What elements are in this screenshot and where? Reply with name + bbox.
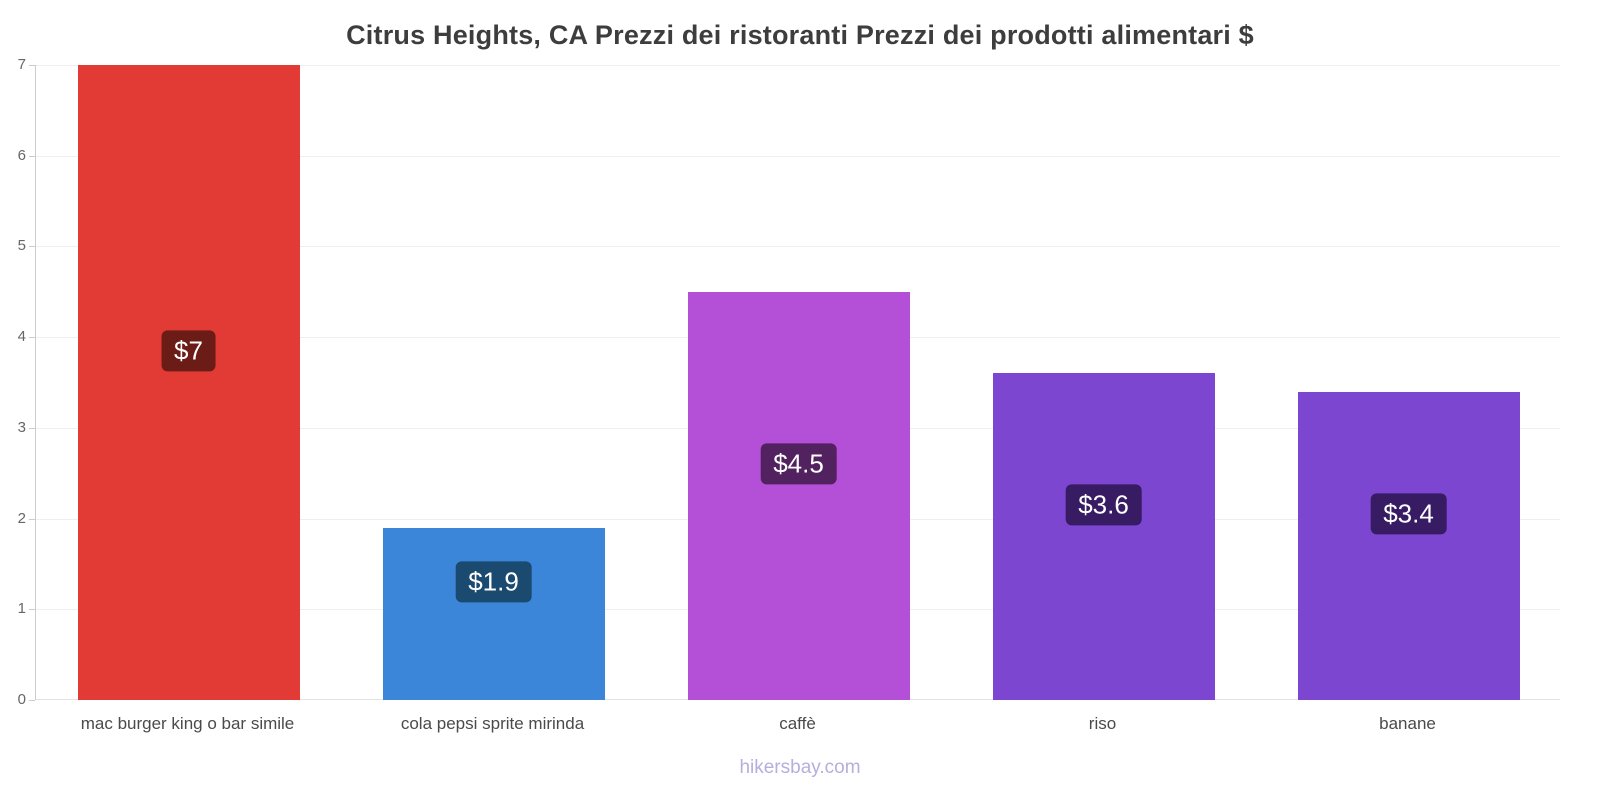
bar-riso — [992, 373, 1215, 700]
y-tick-label: 6 — [17, 146, 26, 164]
plot-area: $7 $1.9 $4.5 $3.6 $3.4 — [35, 65, 1560, 700]
value-label: $4.5 — [760, 443, 837, 485]
y-tick-mark — [29, 65, 35, 66]
y-tick-mark — [29, 609, 35, 611]
bar-cola-pepsi-sprite-mirinda — [382, 527, 605, 700]
gridline — [36, 246, 1560, 248]
x-axis-label: caffè — [779, 714, 816, 733]
value-label: $3.4 — [1370, 493, 1447, 535]
x-axis-label: riso — [1088, 714, 1117, 733]
gridline — [36, 65, 1560, 66]
y-tick-label: 2 — [17, 509, 26, 527]
y-tick-mark — [29, 337, 35, 339]
value-label: $3.6 — [1065, 484, 1142, 526]
y-tick-mark — [29, 427, 35, 429]
y-tick-label: 1 — [17, 600, 26, 618]
y-tick-label: 3 — [17, 418, 26, 436]
chart-title: Citrus Heights, CA Prezzi dei ristoranti… — [346, 20, 1254, 50]
y-tick-mark — [29, 700, 35, 701]
y-tick-mark — [29, 246, 35, 248]
x-axis-label: mac burger king o bar simile — [80, 714, 295, 733]
y-tick-mark — [29, 155, 35, 157]
y-tick-label: 0 — [17, 691, 26, 708]
y-tick-label: 7 — [17, 56, 26, 73]
y-tick-label: 4 — [17, 328, 26, 346]
watermark-text: hikersbay.com — [739, 757, 861, 778]
bar-mac-burger-king-o-bar-simile — [77, 65, 300, 700]
gridline — [36, 155, 1560, 157]
y-tick-mark — [29, 518, 35, 520]
bar-banane — [1297, 391, 1520, 700]
bar-caffè — [687, 291, 910, 700]
x-axis-label: banane — [1379, 714, 1436, 733]
value-label: $1.9 — [455, 561, 532, 603]
value-label: $7 — [161, 329, 216, 372]
y-tick-label: 5 — [17, 237, 26, 255]
x-axis-label: cola pepsi sprite mirinda — [400, 714, 585, 733]
